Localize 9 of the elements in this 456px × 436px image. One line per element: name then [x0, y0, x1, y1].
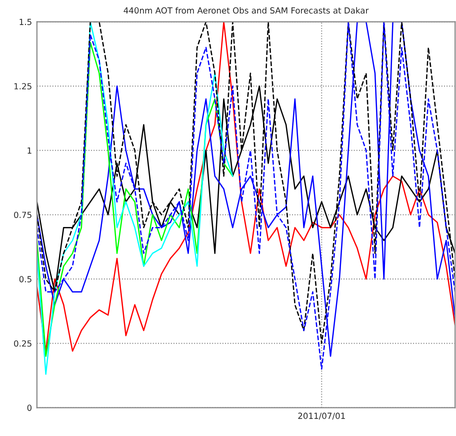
y-tick-label: 0.25: [14, 340, 32, 347]
y-tick-label: 1: [28, 148, 32, 154]
y-tick-label: 0.75: [14, 212, 32, 218]
x-tick-label: 2011/07/01: [298, 412, 345, 420]
y-tick-label: 0.5: [19, 276, 32, 282]
chart-title: 440nm AOT from Aeronet Obs and SAM Forecasts at Dakar: [124, 7, 369, 14]
y-tick-label: 1.25: [14, 83, 32, 90]
y-tick-label: 1.5: [20, 18, 32, 26]
y-tick-label: 0: [27, 404, 32, 411]
